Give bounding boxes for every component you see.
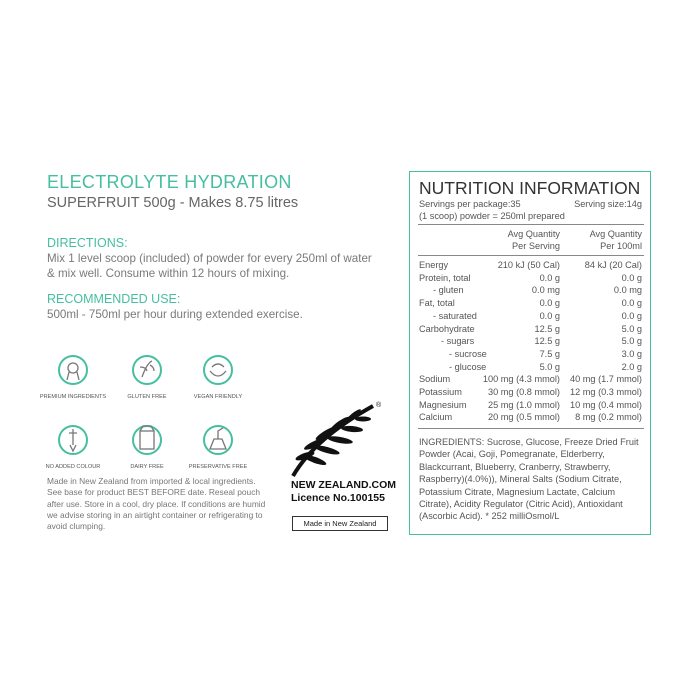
- row-label: Protein, total: [419, 272, 471, 283]
- fern-logo: [291, 404, 374, 478]
- row-label: Magnesium: [419, 399, 467, 410]
- row-value: 0.0 g: [539, 272, 560, 283]
- row-label: - saturated: [433, 310, 477, 321]
- icon-glyphs: [66, 360, 227, 453]
- row-value: 0.0 g: [539, 298, 560, 309]
- row-label: Calcium: [419, 412, 453, 423]
- row-value: 10 mg (0.4 mmol): [570, 399, 642, 410]
- column-header: Per Serving: [511, 241, 560, 251]
- divider: [418, 255, 644, 256]
- divider: [418, 428, 644, 429]
- row-label: Sodium: [419, 374, 451, 385]
- row-value: 25 mg (1.0 mmol): [488, 399, 560, 410]
- row-label: - sugars: [441, 336, 475, 347]
- row-label: Fat, total: [419, 298, 455, 309]
- row-value: 0.0 g: [621, 298, 642, 309]
- badge-brand: NEW ZEALAND.COM: [291, 479, 396, 491]
- storage-note: Made in New Zealand from imported & loca…: [47, 476, 266, 532]
- row-value: 100 mg (4.3 mmol): [482, 374, 560, 385]
- icon-circles: [58, 355, 233, 455]
- row-value: 210 kJ (50 Cal): [497, 260, 560, 270]
- row-label: Potassium: [419, 387, 462, 397]
- row-label: - gluten: [433, 285, 464, 296]
- servings: Servings per package:35: [419, 199, 521, 209]
- recommended-heading: RECOMMENDED USE:: [47, 292, 181, 306]
- row-value: 30 mg (0.8 mmol): [488, 387, 560, 397]
- nutrition-table: Avg Quantity Per Serving Avg Quantity Per 1…: [410, 172, 650, 432]
- icon-set: [58, 355, 233, 455]
- icon-label: PRESERVATIVE FREE: [188, 464, 248, 470]
- column-header: Per 100ml: [600, 241, 642, 251]
- serving-size: Serving size:14g: [574, 199, 642, 209]
- product-subtitle: SUPERFRUIT 500g - Makes 8.75 litres: [47, 195, 299, 211]
- directions-heading: DIRECTIONS:: [47, 236, 128, 250]
- row-value: 0.0 g: [621, 310, 642, 321]
- scoop-note: (1 scoop) powder = 250ml prepared: [419, 211, 565, 221]
- divider: [418, 224, 644, 225]
- row-value: 12.5 g: [534, 323, 560, 334]
- badge-licence: Licence No.100155: [291, 492, 385, 504]
- column-header: Avg Quantity: [507, 229, 560, 239]
- row-value: 40 mg (1.7 mmol): [570, 374, 642, 385]
- row-value: 12.5 g: [534, 336, 560, 347]
- directions-text: Mix 1 level scoop (included) of powder f…: [47, 252, 372, 280]
- icon-label: VEGAN FRIENDLY: [193, 394, 243, 400]
- registered-mark: ®: [376, 402, 382, 409]
- ingredients: INGREDIENTS: Sucrose, Glucose, Freeze Dr…: [419, 437, 639, 522]
- row-value: 5.0 g: [621, 323, 642, 334]
- row-label: - sucrose: [449, 348, 487, 359]
- made-in-box: Made in New Zealand: [292, 516, 388, 531]
- row-value: 8 mg (0.2 mmol): [575, 412, 642, 423]
- nutrition-panel: NUTRITION INFORMATION Servings per packa…: [409, 171, 651, 535]
- row-value: 5.0 g: [621, 336, 642, 347]
- row-value: 0.0 mg: [613, 285, 642, 296]
- row-value: 84 kJ (20 Cal): [584, 260, 642, 270]
- nutrition-title: NUTRITION INFORMATION: [419, 178, 641, 198]
- row-label: Energy: [419, 260, 449, 270]
- row-value: 2.0 g: [621, 361, 642, 372]
- row-value: 12 mg (0.3 mmol): [570, 387, 642, 397]
- row-value: 0.0 g: [539, 310, 560, 321]
- row-value: 0.0 g: [621, 272, 642, 283]
- icon-label: GLUTEN FREE: [127, 394, 167, 400]
- row-value: 0.0 mg: [531, 285, 560, 296]
- icon-label: NO ADDED COLOUR: [45, 464, 101, 470]
- row-label: Carbohydrate: [419, 323, 475, 334]
- recommended-text: 500ml - 750ml per hour during extended e…: [47, 308, 303, 321]
- row-value: 7.5 g: [539, 348, 560, 359]
- icon-label: PREMIUM INGREDIENTS: [39, 394, 107, 400]
- product-title: ELECTROLYTE HYDRATION: [47, 172, 292, 192]
- column-header: Avg Quantity: [589, 229, 642, 239]
- icon-label: DAIRY FREE: [130, 464, 164, 470]
- row-value: 3.0 g: [621, 348, 642, 359]
- row-value: 20 mg (0.5 mmol): [488, 412, 560, 423]
- row-value: 5.0 g: [539, 361, 560, 372]
- row-label: - glucose: [449, 361, 487, 372]
